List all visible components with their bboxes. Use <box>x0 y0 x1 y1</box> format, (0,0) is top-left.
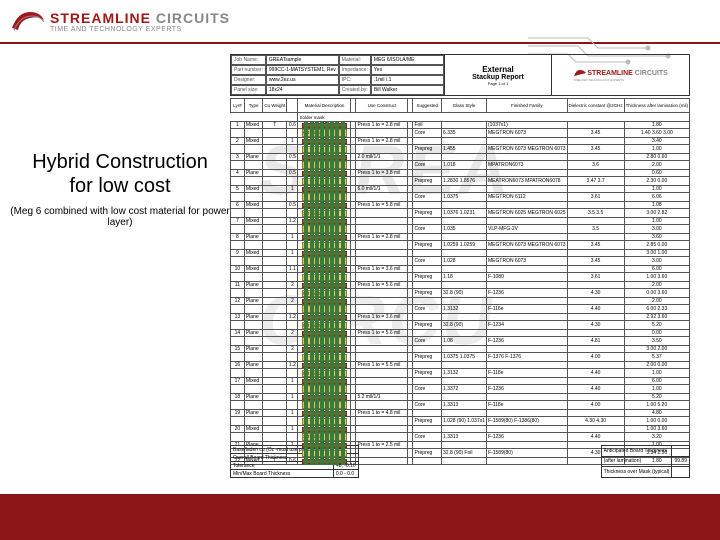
title-line2: for low cost <box>69 175 170 197</box>
top-logo-bar: STREAMLINE CIRCUITS TIME AND TECHNOLOGY … <box>0 0 720 44</box>
title-line1: Hybrid Construction <box>32 151 208 173</box>
stackup-report: Job Name:GREATsampleMaterial:MEG 6/ISOLA… <box>230 54 690 465</box>
footer-white-strip <box>0 482 720 494</box>
brand-name: STREAMLINE CIRCUITS <box>50 10 230 26</box>
logo-swoosh-icon <box>10 6 46 36</box>
header-title: External Stackup Report Page 1 of 1 <box>444 55 552 95</box>
slide-title: Hybrid Constructionfor low cost (Meg 6 c… <box>10 150 230 228</box>
header-fields: Job Name:GREATsampleMaterial:MEG 6/ISOLA… <box>231 55 444 95</box>
brand-tagline: TIME AND TECHNOLOGY EXPERTS <box>50 26 230 33</box>
footer-red-bar <box>0 494 720 540</box>
header-logo: STREAMLINE CIRCUITS TIME AND TECHNOLOGY … <box>552 55 689 95</box>
stackup-rows: Solder mask1MixedT0.6Press 1 to = 2.8 mi… <box>231 113 690 465</box>
column-headers: Lyr#TypeCu WeightMaterial DescriptionUse… <box>231 99 690 113</box>
footer-table-right: Anticipated Board Thickness(after lamina… <box>601 445 690 478</box>
report-header: Job Name:GREATsampleMaterial:MEG 6/ISOLA… <box>230 54 690 96</box>
title-subtitle: (Meg 6 combined with low cost material f… <box>10 206 230 228</box>
main-logo: STREAMLINE CIRCUITS TIME AND TECHNOLOGY … <box>10 6 230 36</box>
stackup-table: Lyr#TypeCu WeightMaterial DescriptionUse… <box>230 98 690 465</box>
